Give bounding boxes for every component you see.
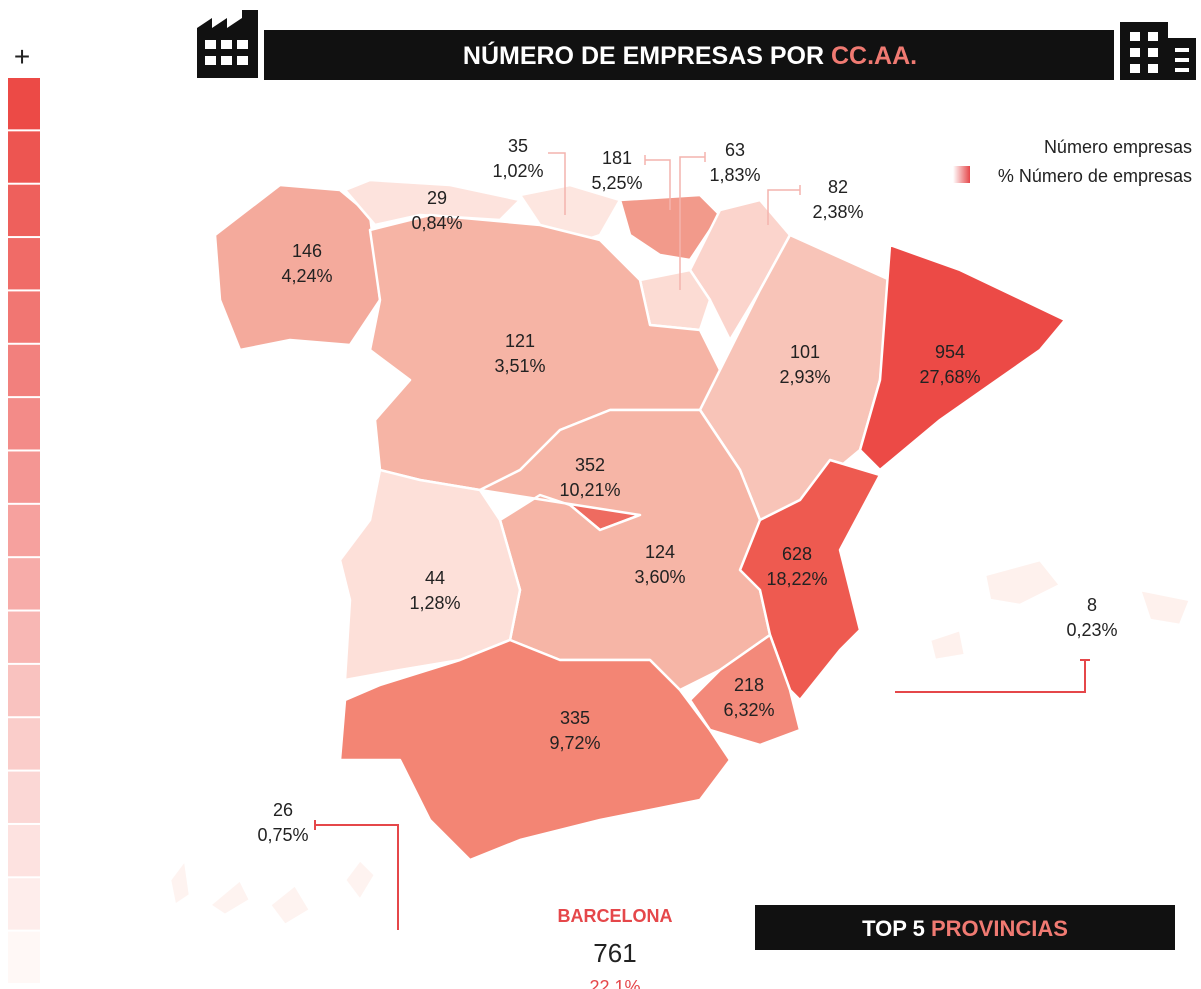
region-count: 146 <box>292 241 322 261</box>
scale-step <box>8 558 40 610</box>
scale-step <box>8 824 40 877</box>
scale-step <box>8 504 40 557</box>
region-percent: 0,23% <box>1066 620 1117 640</box>
region-count: 63 <box>725 140 745 160</box>
scale-step <box>8 771 40 823</box>
region-shape <box>688 633 802 747</box>
scale-step <box>8 78 40 130</box>
building-icon <box>1120 22 1196 80</box>
region-percent: 1,02% <box>492 161 543 181</box>
scale-step <box>8 611 40 663</box>
top-province-percent: 22,1% <box>589 977 640 989</box>
region-count: 352 <box>575 455 605 475</box>
region-count: 218 <box>734 675 764 695</box>
scale-step <box>8 451 40 503</box>
top5-title-main: TOP 5 <box>862 916 931 941</box>
scale-step <box>8 238 40 290</box>
legend-swatch <box>953 166 970 183</box>
region-percent: 5,25% <box>591 173 642 193</box>
region-shape <box>928 628 967 662</box>
region-count: 181 <box>602 148 632 168</box>
region-count: 26 <box>273 800 293 820</box>
map <box>168 178 1192 927</box>
region-percent: 9,72% <box>549 733 600 753</box>
region-shape <box>213 183 382 352</box>
region-percent: 6,32% <box>723 700 774 720</box>
legend-count: Número empresas <box>1044 137 1192 157</box>
legend-percent: % Número de empresas <box>998 166 1192 186</box>
title-main: NÚMERO DE EMPRESAS POR <box>463 40 831 70</box>
scale-step <box>8 718 40 770</box>
leader-lines <box>314 152 1090 930</box>
top-province-name: BARCELONA <box>558 906 673 926</box>
region-percent: 2,38% <box>812 202 863 222</box>
region-percent: 2,93% <box>779 367 830 387</box>
title-bar <box>264 30 1114 80</box>
scale-max: + <box>14 41 30 72</box>
region-shape <box>618 193 722 262</box>
scale-step <box>8 184 40 237</box>
region-shape <box>208 878 252 917</box>
region-count: 101 <box>790 342 820 362</box>
region-count: 121 <box>505 331 535 351</box>
region-count: 44 <box>425 568 445 588</box>
scale-step <box>8 931 40 983</box>
title: NÚMERO DE EMPRESAS POR CC.AA. <box>463 40 917 70</box>
region-shape <box>983 558 1062 607</box>
scale-step <box>8 398 40 450</box>
region-labels: 146 4,24% 29 0,84% 35 1,02% 181 5,25% 63 1,83% 82 2… <box>257 136 1117 845</box>
region-count: 8 <box>1087 595 1097 615</box>
region-percent: 3,60% <box>634 567 685 587</box>
region-shape <box>858 243 1067 472</box>
region-percent: 3,51% <box>494 356 545 376</box>
region-count: 29 <box>427 188 447 208</box>
region-percent: 1,83% <box>709 165 760 185</box>
region-shape <box>1138 588 1192 627</box>
scale-step <box>8 344 40 397</box>
region-percent: 0,75% <box>257 825 308 845</box>
scale-step <box>8 291 40 343</box>
top5-title: TOP 5 PROVINCIAS <box>862 916 1068 941</box>
region-count: 124 <box>645 542 675 562</box>
title-highlight: CC.AA. <box>831 42 917 70</box>
factory-icon <box>197 10 258 78</box>
region-count: 628 <box>782 544 812 564</box>
region-percent: 1,28% <box>409 593 460 613</box>
region-count: 82 <box>828 177 848 197</box>
region-shape <box>738 458 882 702</box>
top5-title-highlight: PROVINCIAS <box>931 916 1068 941</box>
region-percent: 27,68% <box>919 367 980 387</box>
region-count: 35 <box>508 136 528 156</box>
region-shape <box>268 883 312 927</box>
region-shape <box>343 178 522 227</box>
scale-step <box>8 878 40 930</box>
region-count: 335 <box>560 708 590 728</box>
region-count: 954 <box>935 342 965 362</box>
color-scale <box>8 78 40 983</box>
region-percent: 18,22% <box>766 569 827 589</box>
region-shape <box>168 858 192 907</box>
scale-min: - <box>20 975 29 989</box>
top-province-count: 761 <box>593 938 636 968</box>
top5-bar <box>755 905 1175 950</box>
region-percent: 10,21% <box>559 480 620 500</box>
region-shape <box>338 638 732 862</box>
region-percent: 0,84% <box>411 213 462 233</box>
region-percent: 4,24% <box>281 266 332 286</box>
scale-step <box>8 664 40 717</box>
scale-step <box>8 131 40 183</box>
region-shape <box>343 858 377 902</box>
